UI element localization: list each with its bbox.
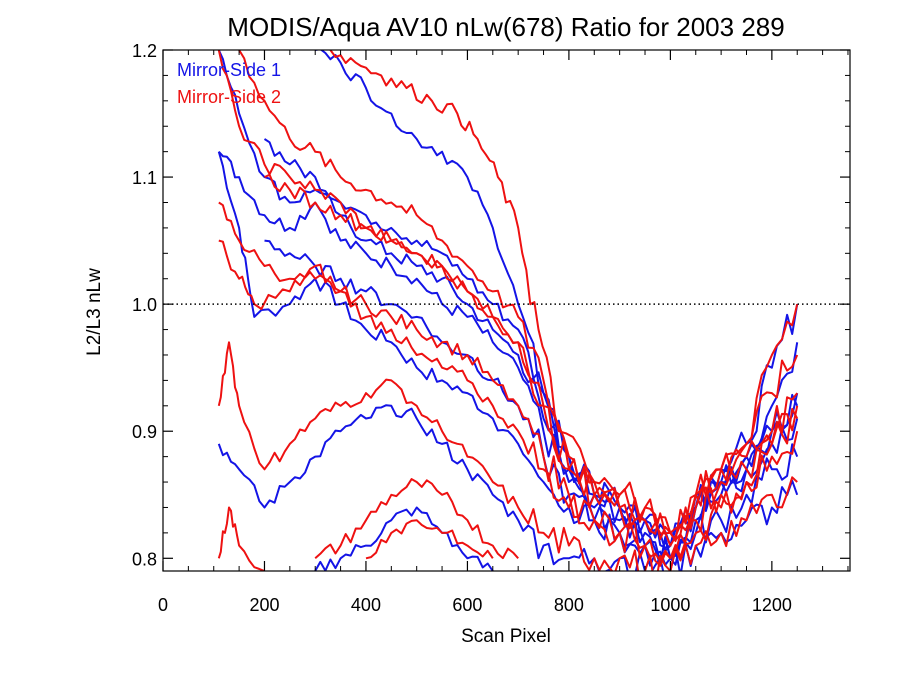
series-line-16 xyxy=(217,506,265,571)
series-line-17 xyxy=(314,478,519,560)
y-tick-label: 0.8 xyxy=(132,549,157,569)
x-tick-label: 1000 xyxy=(650,595,690,615)
series-line-10 xyxy=(217,50,799,547)
legend-entry-1: Mirror-Side 1 xyxy=(177,60,281,80)
chart-title: MODIS/Aqua AV10 nLw(678) Ratio for 2003 … xyxy=(227,12,784,42)
y-axis-label: L2/L3 nLw xyxy=(84,268,105,356)
y-tick-label: 1.2 xyxy=(132,41,157,61)
y-tick-label: 0.9 xyxy=(132,422,157,442)
legend-entry-2: Mirror-Side 2 xyxy=(177,87,281,107)
x-tick-label: 1200 xyxy=(752,595,792,615)
x-tick-label: 200 xyxy=(249,595,279,615)
series-line-18 xyxy=(365,519,494,560)
series-line-14 xyxy=(329,50,799,542)
x-tick-label: 600 xyxy=(452,595,482,615)
legend: Mirror-Side 1 Mirror-Side 2 xyxy=(177,60,281,107)
x-tick-label: 0 xyxy=(158,595,168,615)
plot-frame xyxy=(162,49,851,572)
x-tick-label: 400 xyxy=(351,595,381,615)
series-line-7 xyxy=(314,506,494,571)
series-line-13 xyxy=(238,50,798,542)
y-tick-label: 1.1 xyxy=(132,168,157,188)
series-line-9 xyxy=(218,201,799,567)
x-axis-label: Scan Pixel xyxy=(461,626,551,647)
y-tick-label: 1.0 xyxy=(132,295,157,315)
series-line-11 xyxy=(218,239,799,562)
series-line-12 xyxy=(264,173,799,535)
x-tick-label: 800 xyxy=(554,595,584,615)
series-line-6 xyxy=(217,404,799,571)
series-line-15 xyxy=(217,341,798,571)
